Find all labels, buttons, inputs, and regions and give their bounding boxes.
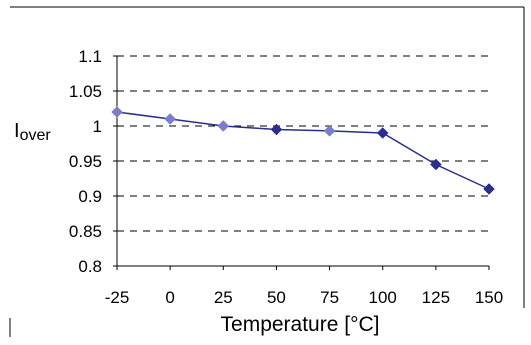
x-tick-label-4: 75 (320, 288, 339, 307)
series-0-point-4 (323, 125, 336, 137)
x-tick-label-0: -25 (105, 288, 130, 307)
series-0-point-3 (270, 123, 283, 136)
y-tick-label-6: 1.1 (78, 47, 102, 66)
x-tick-label-5: 100 (369, 288, 397, 307)
y-axis-title: Iover (14, 120, 51, 144)
series-0-point-5 (376, 127, 389, 139)
y-tick-labels: 0.8 0.85 0.9 0.95 1 1.05 1.1 (69, 47, 102, 276)
axes (113, 55, 490, 270)
x-tick-label-3: 50 (267, 288, 286, 307)
y-tick-label-1: 0.85 (69, 222, 102, 241)
x-tick-label-1: 0 (165, 288, 174, 307)
y-tick-label-4: 1 (93, 117, 102, 136)
series-0-point-2 (217, 120, 230, 132)
y-axis-title-subscript: over (20, 127, 52, 144)
x-tick-label-7: 150 (475, 288, 503, 307)
series-0-point-7 (483, 183, 495, 195)
y-tick-label-5: 1.05 (69, 82, 102, 101)
y-axis-title-main: I (14, 120, 20, 142)
x-tick-label-6: 125 (422, 288, 450, 307)
series-line (116, 111, 490, 190)
y-tick-label-0: 0.8 (78, 257, 102, 276)
x-tick-label-2: 25 (214, 288, 233, 307)
x-tick-labels: -25 0 25 50 75 100 125 150 (105, 288, 503, 307)
series-0-point-1 (164, 113, 176, 125)
series-0-point-6 (430, 158, 442, 171)
series-0-line (116, 111, 490, 190)
series-0-point-0 (111, 106, 123, 118)
data-markers (111, 106, 495, 195)
grid-lines (117, 55, 489, 232)
y-tick-label-3: 0.95 (69, 152, 102, 171)
y-tick-label-2: 0.9 (78, 187, 102, 206)
x-axis-title: Temperature [°C] (221, 313, 380, 336)
